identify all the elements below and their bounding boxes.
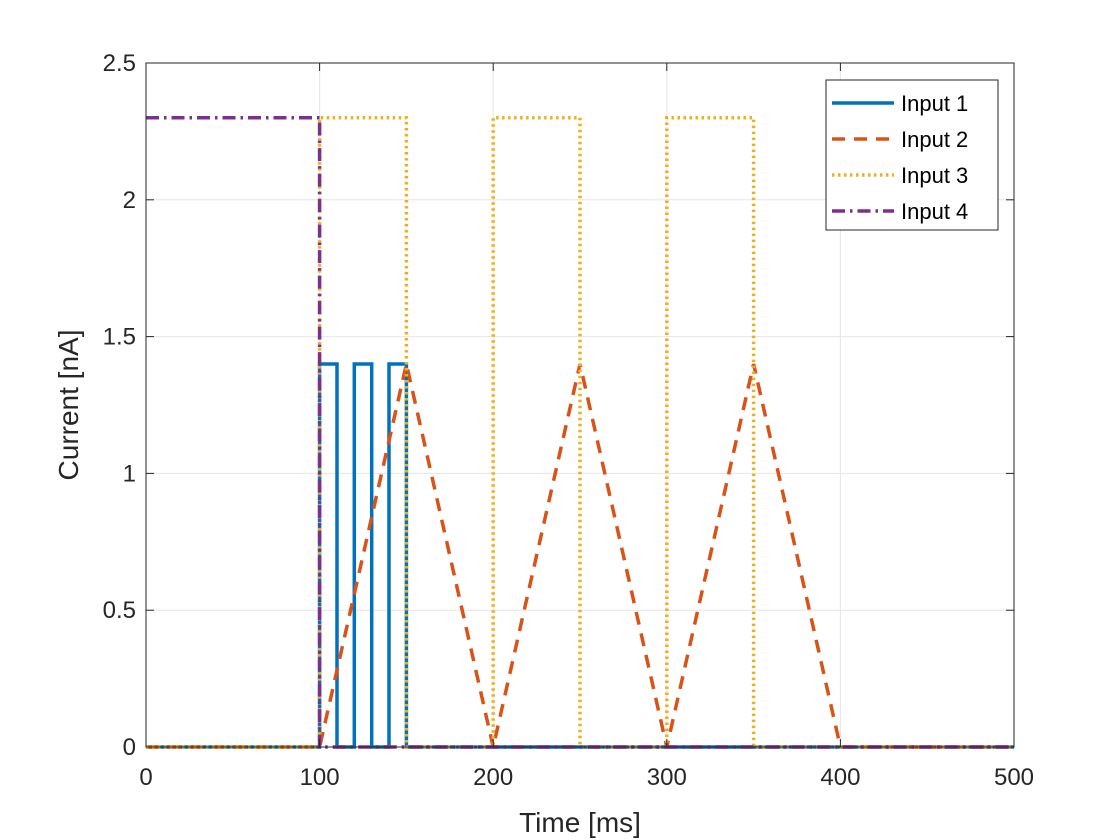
x-tick-label: 400 <box>820 764 860 791</box>
y-tick-label: 2 <box>123 187 136 214</box>
series-line-input-1 <box>146 362 1014 749</box>
plot-frame <box>145 62 1015 748</box>
x-tick-label: 100 <box>300 764 340 791</box>
legend-label-input-1: Input 1 <box>901 91 968 116</box>
x-axis-label: Time [ms] <box>519 807 641 838</box>
x-tick-label: 500 <box>994 764 1034 791</box>
x-tick-labels: 0 100 200 300 400 500 <box>139 764 1034 791</box>
y-axis-label: Current [nA] <box>53 330 84 481</box>
x-tick-label: 200 <box>473 764 513 791</box>
series-line-input-3 <box>146 115 1014 749</box>
y-tick-label: 0 <box>123 734 136 761</box>
y-tick-label: 1.5 <box>103 324 136 351</box>
legend: Input 1 Input 2 Input 3 Input 4 <box>825 79 999 231</box>
y-tick-label: 1 <box>123 460 136 487</box>
legend-box <box>825 79 999 231</box>
legend-label-input-3: Input 3 <box>901 163 968 188</box>
y-tick-label: 0.5 <box>103 597 136 624</box>
y-tick-label: 2.5 <box>103 50 136 77</box>
legend-label-input-4: Input 4 <box>901 199 968 224</box>
axis-ticks <box>145 62 1015 748</box>
x-tick-label: 0 <box>139 764 152 791</box>
y-tick-labels: 0 0.5 1 1.5 2 2.5 <box>103 50 136 761</box>
legend-label-input-2: Input 2 <box>901 127 968 152</box>
x-tick-label: 300 <box>647 764 687 791</box>
